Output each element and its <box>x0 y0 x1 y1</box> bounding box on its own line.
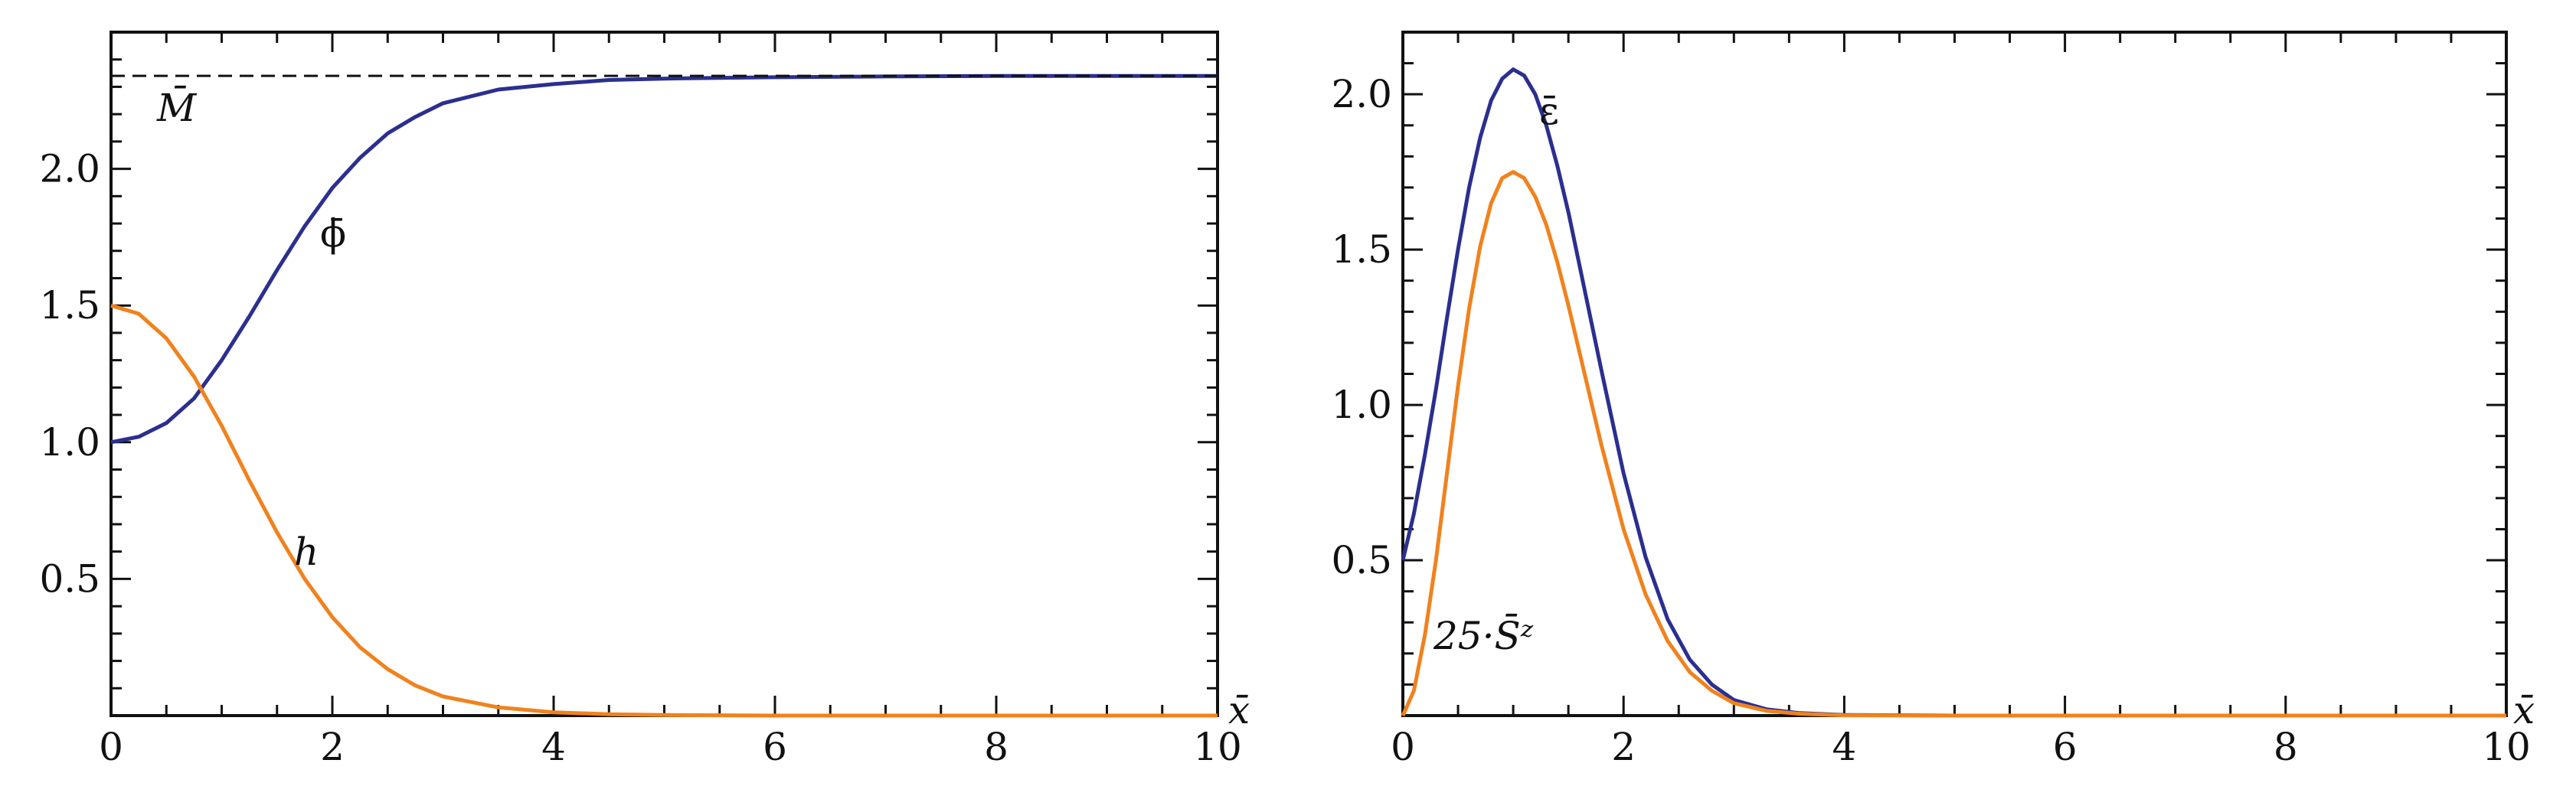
y-tick-label: 1.5 <box>39 283 100 328</box>
left-tick-labels: 0 2 4 6 8 10 0.5 1.0 1.5 2.0 <box>39 147 1241 769</box>
x-tick-label: 0 <box>99 725 123 769</box>
series-line-0 <box>1401 67 2506 718</box>
right-x-axis-label: x̄ <box>2513 688 2535 732</box>
left-plot-frame <box>110 31 1219 717</box>
series-line-0 <box>110 73 1218 445</box>
x-tick-label: 4 <box>541 725 566 769</box>
y-tick-label: 0.5 <box>1331 538 1392 582</box>
y-tick-label: 2.0 <box>39 147 100 191</box>
x-tick-label: 10 <box>1193 725 1242 769</box>
epsilon-bar-label: ε̄ <box>1539 89 1559 133</box>
left-chart-panel: 0 2 4 6 8 10 0.5 1.0 1.5 2.0 M̄ ϕ̄ h x̄ <box>39 31 1250 769</box>
h-label: h <box>294 530 319 574</box>
series-line-1 <box>110 303 1218 718</box>
left-tick-marks <box>110 31 1219 716</box>
left-series-lines <box>110 73 1218 718</box>
y-tick-label: 2.0 <box>1331 72 1392 116</box>
x-tick-label: 8 <box>984 725 1008 769</box>
right-chart-panel: 0 2 4 6 8 10 0.5 1.0 1.5 2.0 ε̄ 25·S̄ᶻ x̄ <box>1331 31 2535 769</box>
x-tick-label: 0 <box>1391 725 1415 769</box>
x-tick-label: 2 <box>1611 725 1636 769</box>
x-tick-label: 6 <box>2053 725 2077 769</box>
x-tick-label: 2 <box>320 725 345 769</box>
x-tick-label: 4 <box>1832 725 1856 769</box>
y-tick-label: 1.0 <box>39 420 100 465</box>
series-line-1 <box>1401 170 2506 718</box>
M-bar-label: M̄ <box>156 85 198 130</box>
x-tick-label: 6 <box>763 725 787 769</box>
x-tick-label: 8 <box>2274 725 2298 769</box>
phi-bar-label: ϕ̄ <box>320 211 346 256</box>
right-tick-labels: 0 2 4 6 8 10 0.5 1.0 1.5 2.0 <box>1331 72 2530 769</box>
S-z-label: 25·S̄ᶻ <box>1433 613 1534 658</box>
y-tick-label: 1.5 <box>1331 227 1392 272</box>
right-series-lines <box>1401 67 2506 718</box>
y-tick-label: 0.5 <box>39 556 100 601</box>
right-tick-marks <box>1401 31 2508 716</box>
left-x-axis-label: x̄ <box>1228 688 1250 732</box>
y-tick-label: 1.0 <box>1331 383 1392 427</box>
right-plot-frame <box>1401 31 2508 717</box>
x-tick-label: 10 <box>2482 725 2531 769</box>
